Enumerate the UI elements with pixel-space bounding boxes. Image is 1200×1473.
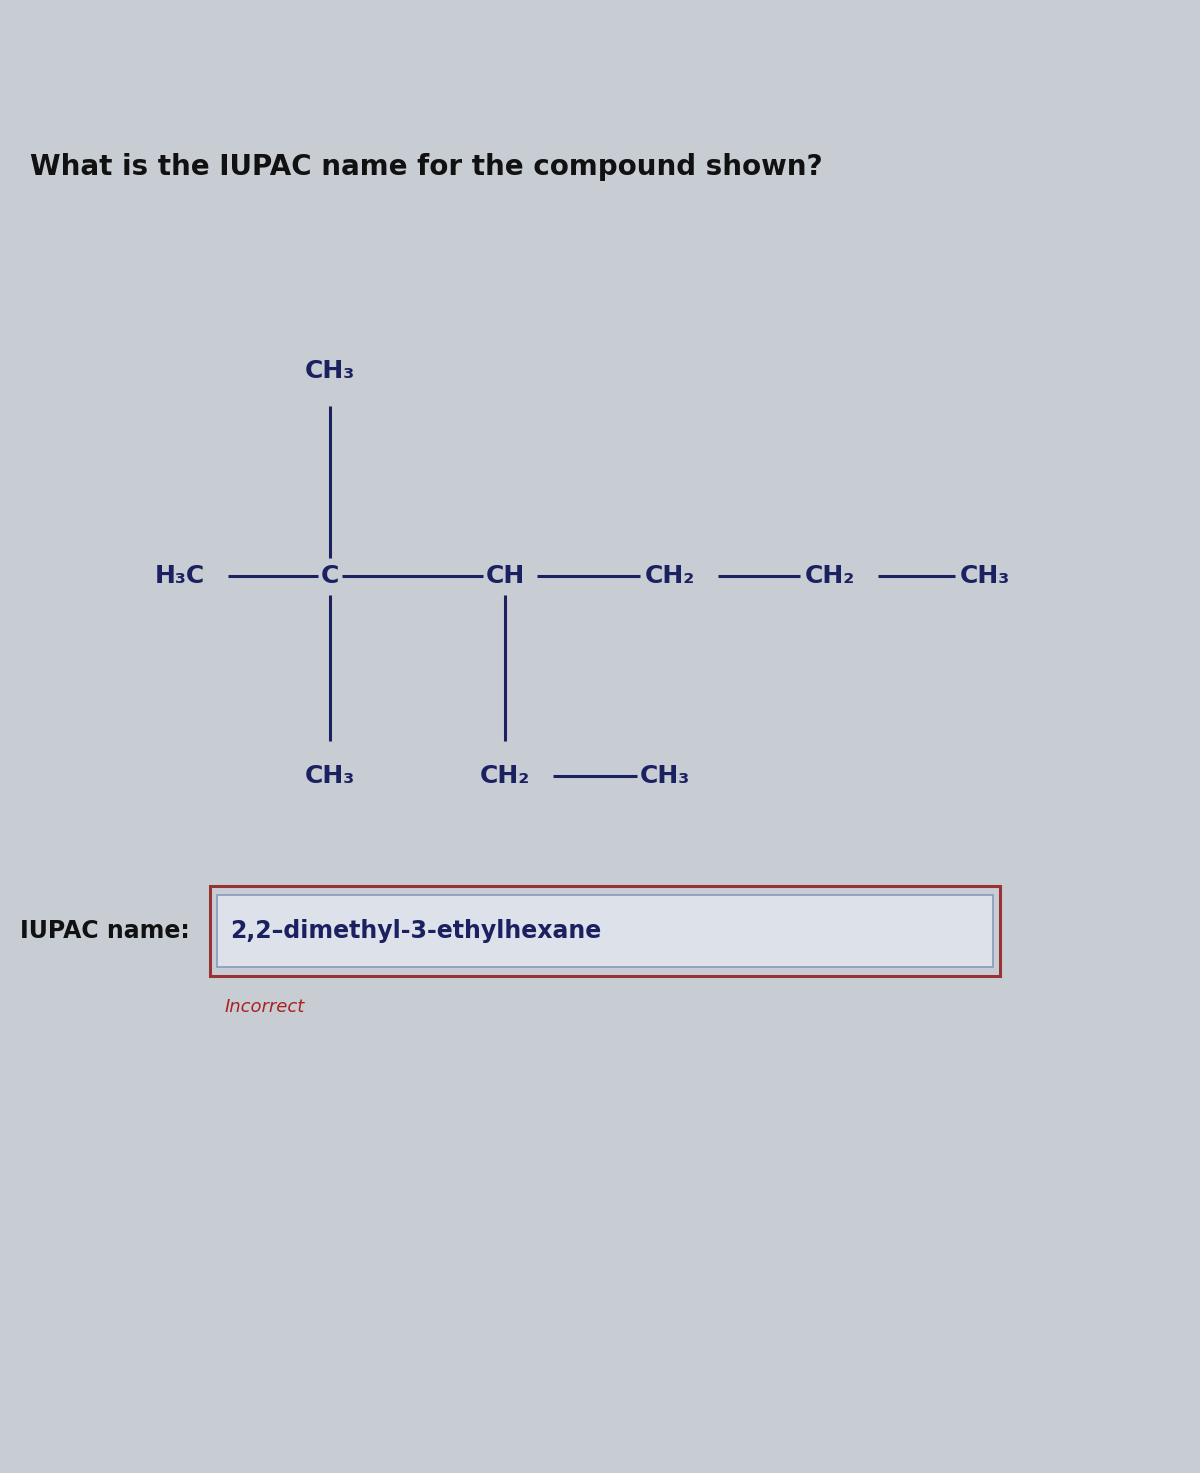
Text: H₃C: H₃C [155,564,205,588]
Text: CH₂: CH₂ [644,564,695,588]
FancyBboxPatch shape [217,896,994,968]
Text: CH₃: CH₃ [640,763,690,788]
Text: Incorrect: Incorrect [226,999,305,1016]
Text: CH₃: CH₃ [960,564,1010,588]
Text: CH₃: CH₃ [305,763,355,788]
Text: CH₂: CH₂ [805,564,856,588]
Text: CH₃: CH₃ [305,359,355,383]
Text: CH: CH [485,564,524,588]
Text: 2,2–dimethyl-3-ethylhexane: 2,2–dimethyl-3-ethylhexane [230,919,601,943]
Text: CH₂: CH₂ [480,763,530,788]
Text: IUPAC name:: IUPAC name: [20,919,190,943]
Text: What is the IUPAC name for the compound shown?: What is the IUPAC name for the compound … [30,153,823,181]
Text: C: C [320,564,340,588]
